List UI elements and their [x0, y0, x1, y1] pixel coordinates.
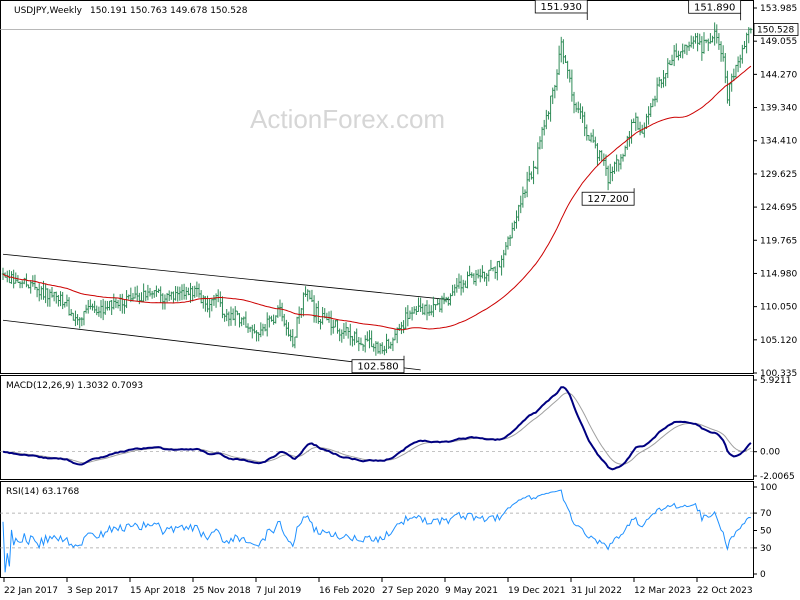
macd-label: MACD(12,26,9) 1.3032 0.7093 [6, 381, 143, 391]
annotation-label: 151.890 [694, 2, 735, 13]
rsi-tick-label: 0 [760, 570, 766, 580]
annotation-box [351, 359, 405, 374]
rsi-tick-label: 30 [760, 544, 772, 554]
x-tick-label: 22 Jan 2017 [4, 586, 58, 596]
symbol-name: USDJPY,Weekly [14, 6, 83, 16]
price-tick-label: 153.985 [760, 4, 797, 14]
annotation-label: 151.930 [541, 2, 582, 13]
x-tick-label: 12 Mar 2023 [634, 586, 691, 596]
rsi-tick-label: 100 [760, 483, 777, 493]
price-annotation: 127.200 [581, 188, 635, 206]
price-tick-label: 114.980 [760, 269, 797, 279]
symbol-label: USDJPY,Weekly 150.191 150.763 149.678 150… [14, 6, 248, 16]
rsi-tick-label: 70 [760, 509, 772, 519]
x-tick-label: 25 Nov 2018 [193, 586, 251, 596]
x-tick-label: 3 Sep 2017 [67, 586, 118, 596]
macd-tick-label: 5.9211 [760, 376, 792, 386]
price-panel-frame [0, 0, 754, 374]
x-tick-label: 22 Oct 2023 [697, 586, 753, 596]
rsi-plot [0, 489, 753, 573]
axes: 153.985 149.055 144.270 139.340 134.410 129.6… [3, 4, 799, 596]
x-tick-label: 16 Feb 2020 [319, 586, 375, 596]
x-tick-label: 15 Apr 2018 [130, 586, 186, 596]
macd-tick-label: -2.0065 [760, 472, 795, 482]
annotation-box [581, 191, 635, 206]
price-tick-label: 124.695 [760, 203, 797, 213]
price-tick-label: 119.765 [760, 236, 797, 246]
price-tick-label: 134.410 [760, 137, 797, 147]
rsi-panel-frame [0, 481, 754, 578]
price-tick-label: 144.270 [760, 70, 797, 80]
macd-line [2, 386, 752, 471]
channel-upper-line [2, 253, 451, 301]
channel-lower-line [2, 319, 421, 371]
price-plot: 151.930 151.890 127.200 102.580 [0, 0, 753, 374]
price-bar [749, 27, 753, 34]
current-price-label: 150.528 [757, 26, 794, 36]
annotation-box [688, 0, 742, 14]
rsi-label: RSI(14) 63.1768 [6, 487, 79, 497]
price-annotation: 151.890 [688, 0, 742, 21]
x-tick-label: 19 Dec 2021 [508, 586, 566, 596]
x-tick-label: 9 May 2021 [445, 586, 498, 596]
rsi-tick-label: 50 [760, 527, 772, 537]
annotation-label: 127.200 [587, 194, 628, 205]
price-annotation: 151.930 [534, 0, 588, 20]
annotation-label: 102.580 [357, 362, 398, 373]
x-tick-label: 31 Jul 2022 [571, 586, 622, 596]
price-tick-label: 100.335 [760, 369, 797, 379]
annotation-box [534, 0, 588, 14]
ohlc-values: 150.191 150.763 149.678 150.528 [90, 6, 248, 16]
price-tick-label: 129.625 [760, 170, 797, 180]
macd-plot [0, 386, 753, 471]
x-tick-label: 27 Sep 2020 [382, 586, 439, 596]
current-price-box [753, 23, 799, 36]
watermark: ActionForex.com [250, 104, 445, 134]
price-tick-label: 110.050 [760, 303, 797, 313]
moving-average-line [2, 65, 752, 331]
x-tick-label: 7 Jul 2019 [256, 586, 301, 596]
price-tick-label: 139.340 [760, 104, 797, 114]
rsi-line [2, 489, 751, 573]
macd-tick-label: 0.00 [760, 448, 780, 458]
price-tick-label: 105.120 [760, 336, 797, 346]
price-annotation: 102.580 [351, 355, 405, 374]
price-tick-label: 149.055 [760, 37, 797, 47]
macd-panel-frame [0, 375, 754, 480]
